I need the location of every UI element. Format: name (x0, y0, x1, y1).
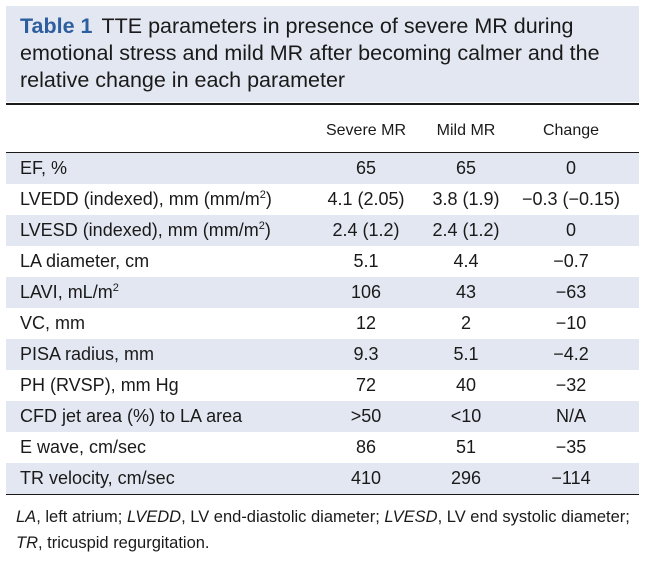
change-cell: −4.2 (553, 344, 589, 364)
param-label: EF, % (20, 158, 68, 178)
param-label: VC, mm (20, 313, 85, 333)
param-cell: CFD jet area (%) to LA area (20, 401, 242, 432)
change-cell: −32 (555, 375, 587, 395)
table-row: E wave, cm/sec 86 51 −35 (6, 432, 639, 463)
param-label: LA diameter, cm (20, 251, 150, 271)
param-label: TR velocity, cm/sec (20, 468, 175, 488)
mild-cell: 4.4 (453, 251, 479, 271)
table-caption: Table 1 TTE parameters in presence of sev… (6, 6, 639, 102)
param-cell: PISA radius, mm (20, 339, 154, 370)
table-row: TR velocity, cm/sec 410 296 −114 (6, 463, 639, 494)
table-row: LVEDD (indexed), mm (mm/m2) 4.1 (2.05) 3.8… (6, 184, 639, 215)
param-label: LVESD (indexed), mm (mm/m (20, 220, 259, 240)
change-cell: −35 (555, 437, 587, 457)
footnote-abbr: LVESD (384, 508, 438, 526)
param-cell: E wave, cm/sec (20, 432, 146, 463)
mild-cell: 2.4 (1.2) (432, 220, 500, 240)
param-cell: LVESD (indexed), mm (mm/m2) (20, 215, 271, 246)
data-table: Severe MR Mild MR Change EF, % 65 65 0 LVEDD… (6, 103, 639, 495)
mild-cell: 65 (455, 158, 477, 178)
severe-cell: 2.4 (1.2) (332, 220, 400, 240)
mild-cell: 296 (450, 468, 482, 488)
table-row: LA diameter, cm 5.1 4.4 −0.7 (6, 246, 639, 277)
param-label: E wave, cm/sec (20, 437, 147, 457)
caption-text: TTE parameters in presence of severe MR … (20, 14, 600, 92)
table-footnote: LA, left atrium; LVEDD, LV end-diastolic… (16, 504, 631, 556)
param-label: PISA radius, mm (20, 344, 155, 364)
severe-cell: >50 (350, 406, 382, 426)
mild-cell: 43 (455, 282, 477, 302)
footnote-def: , tricuspid regurgitation. (38, 534, 210, 552)
severe-cell: 72 (355, 375, 377, 395)
param-cell: PH (RVSP), mm Hg (20, 370, 179, 401)
change-cell: 0 (565, 158, 576, 178)
change-cell: −63 (555, 282, 587, 302)
change-cell: 0 (565, 220, 576, 240)
severe-cell: 9.3 (353, 344, 379, 364)
header-change: Change (542, 122, 600, 139)
footnote-def: , LV end systolic diameter; (437, 508, 630, 526)
param-label: LVEDD (indexed), mm (mm/m (20, 189, 260, 209)
change-cell: −10 (555, 313, 587, 333)
table-header: Severe MR Mild MR Change (6, 105, 639, 153)
param-cell: LAVI, mL/m2 (20, 277, 119, 308)
param-superscript: 2 (258, 220, 265, 232)
table-label: Table 1 (20, 14, 93, 38)
table-row: CFD jet area (%) to LA area >50 <10 N/A (6, 401, 639, 432)
header-mild: Mild MR (436, 122, 496, 139)
param-cell: TR velocity, cm/sec (20, 463, 175, 494)
param-cell: EF, % (20, 153, 67, 184)
mild-cell: 2 (460, 313, 471, 333)
mild-cell: 3.8 (1.9) (432, 189, 500, 209)
mild-cell: 5.1 (453, 344, 479, 364)
param-superscript: 2 (259, 189, 266, 201)
table-row: VC, mm 12 2 −10 (6, 308, 639, 339)
footnote-def: , left atrium; (36, 508, 127, 526)
param-label: CFD jet area (%) to LA area (20, 406, 243, 426)
change-cell: N/A (555, 406, 586, 426)
header-severe: Severe MR (325, 122, 407, 139)
severe-cell: 4.1 (2.05) (327, 189, 405, 209)
severe-cell: 12 (355, 313, 377, 333)
severe-cell: 5.1 (353, 251, 379, 271)
severe-cell: 106 (350, 282, 382, 302)
param-label-suffix: ) (265, 189, 272, 209)
table-row: PH (RVSP), mm Hg 72 40 −32 (6, 370, 639, 401)
mild-cell: <10 (450, 406, 482, 426)
param-superscript: 2 (112, 282, 119, 294)
param-label-suffix: ) (264, 220, 271, 240)
footnote-abbr: LA (16, 508, 37, 526)
param-cell: LA diameter, cm (20, 246, 149, 277)
param-cell: VC, mm (20, 308, 85, 339)
change-cell: −114 (551, 468, 591, 488)
change-cell: −0.7 (553, 251, 589, 271)
change-cell: −0.3 (−0.15) (521, 189, 621, 209)
param-label: PH (RVSP), mm Hg (20, 375, 179, 395)
mild-cell: 51 (455, 437, 477, 457)
table-row: LAVI, mL/m2 106 43 −63 (6, 277, 639, 308)
severe-cell: 86 (355, 437, 377, 457)
footnote-def: , LV end-diastolic diameter; (181, 508, 385, 526)
table-row: PISA radius, mm 9.3 5.1 −4.2 (6, 339, 639, 370)
table-row: EF, % 65 65 0 (6, 153, 639, 184)
footnote-abbr: LVEDD (126, 508, 182, 526)
table-row: LVESD (indexed), mm (mm/m2) 2.4 (1.2) 2.4 … (6, 215, 639, 246)
severe-cell: 65 (355, 158, 377, 178)
param-cell: LVEDD (indexed), mm (mm/m2) (20, 184, 272, 215)
footnote-abbr: TR (16, 534, 38, 552)
mild-cell: 40 (455, 375, 477, 395)
param-label: LAVI, mL/m (20, 282, 113, 302)
severe-cell: 410 (350, 468, 382, 488)
